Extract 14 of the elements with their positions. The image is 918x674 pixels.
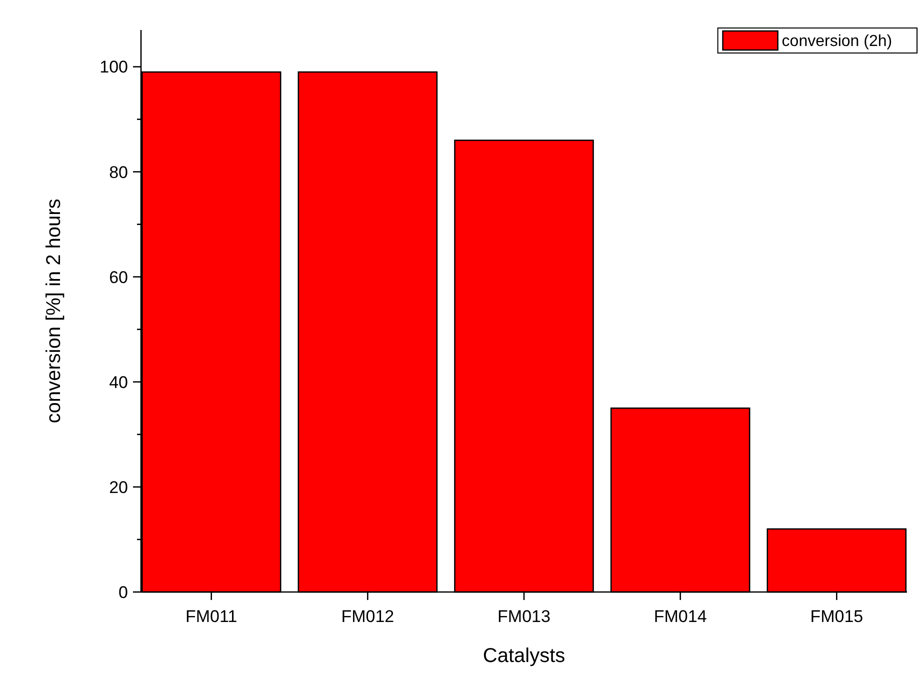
x-tick-label: FM014 <box>654 607 707 626</box>
legend-label: conversion (2h) <box>782 33 892 50</box>
y-tick-label: 60 <box>109 268 128 287</box>
x-axis-title: Catalysts <box>482 645 566 667</box>
x-tick-label: FM015 <box>810 607 864 626</box>
y-tick-label: 40 <box>109 372 128 392</box>
x-tick-label: FM012 <box>341 607 394 626</box>
x-tick-label: FM011 <box>186 607 238 626</box>
y-axis-title: conversion [%] in 2 hours <box>43 198 65 424</box>
x-tick-label: FM013 <box>498 607 550 626</box>
y-tick-label: 80 <box>109 162 128 182</box>
y-tick-label: 0 <box>118 582 128 602</box>
y-tick-label: 20 <box>109 478 128 497</box>
y-tick-label: 100 <box>100 58 128 77</box>
